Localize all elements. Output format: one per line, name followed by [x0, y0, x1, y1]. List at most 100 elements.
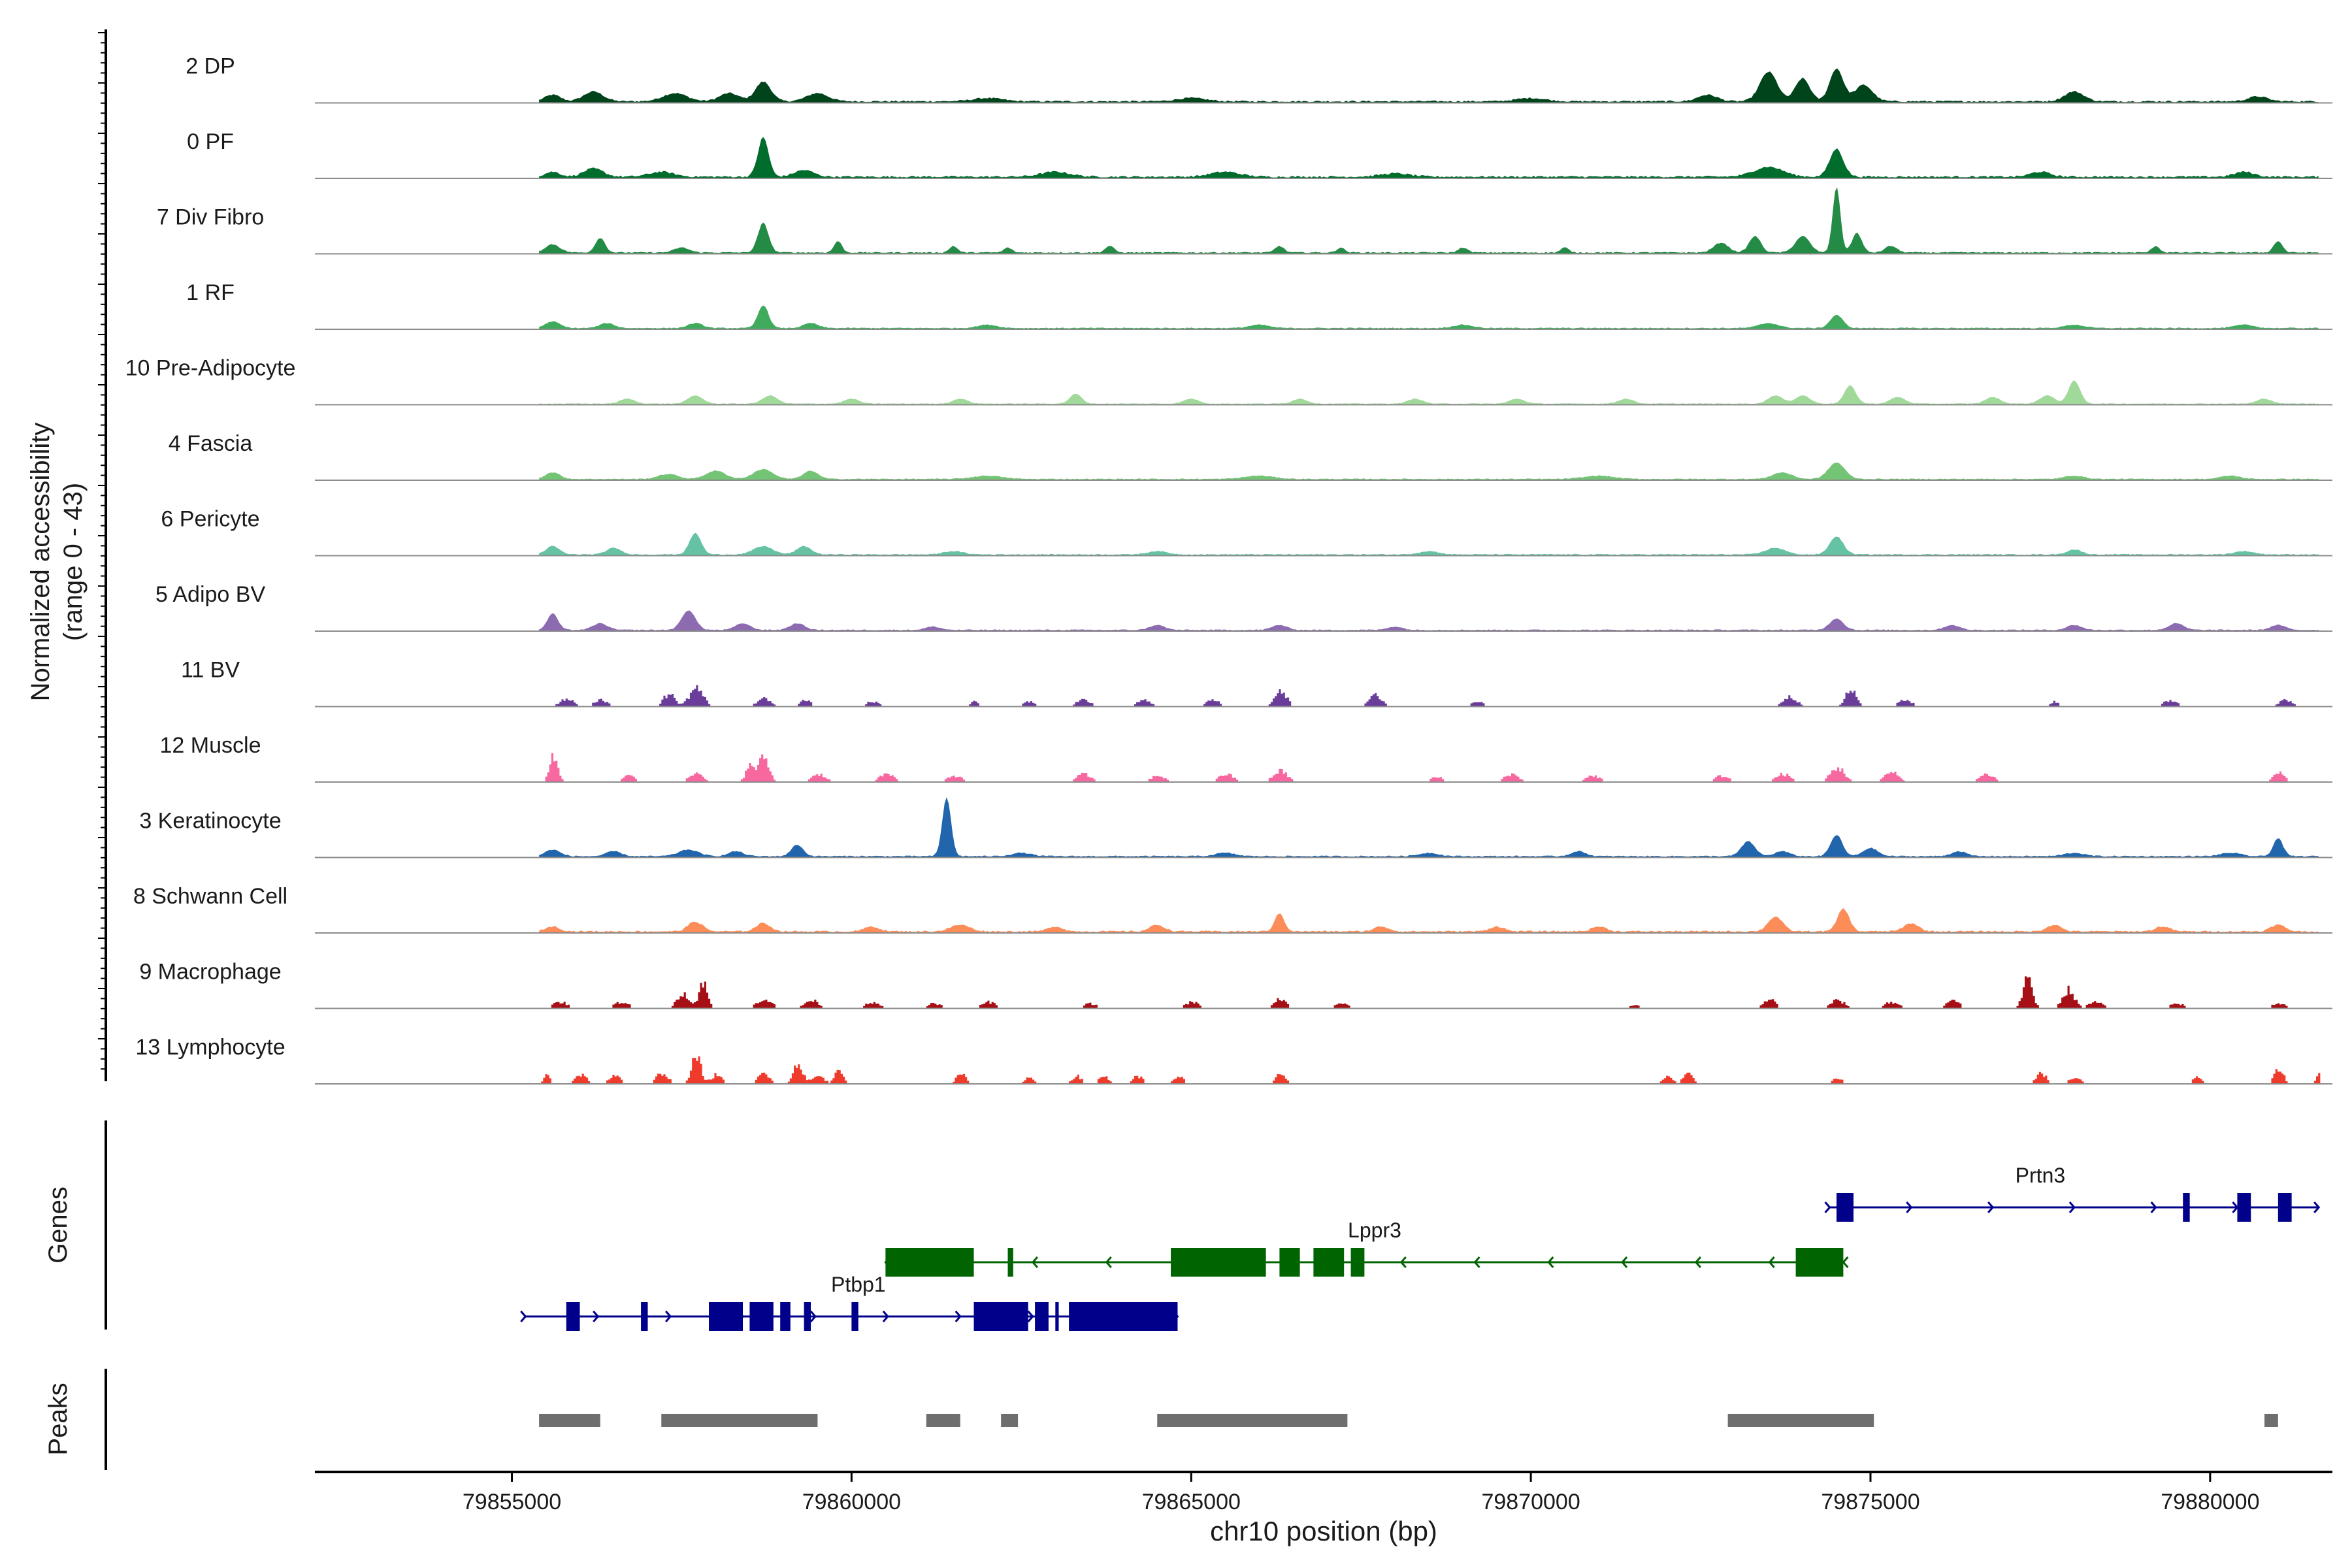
track-10-pre-adipocyte: 10 Pre-Adipocyte: [125, 356, 2332, 406]
gene-exon: [1836, 1193, 1854, 1222]
gene-exon: [1007, 1248, 1013, 1277]
strand-arrow: [1906, 1201, 1913, 1213]
peak-region: [1157, 1414, 1348, 1427]
gene-label: Prtn3: [2016, 1164, 2065, 1187]
strand-arrow: [520, 1311, 527, 1322]
track-label: 4 Fascia: [169, 431, 253, 456]
track-label: 3 Keratinocyte: [139, 809, 281, 834]
y-axis-title: Normalized accessibility (range 0 - 43): [26, 423, 88, 702]
gene-exon: [851, 1302, 858, 1331]
peak-region: [539, 1414, 600, 1427]
strand-arrow: [1473, 1256, 1480, 1268]
strand-arrow: [882, 1311, 889, 1322]
coverage-area: [539, 753, 2321, 782]
track-5-adipo-bv: 5 Adipo BV: [155, 582, 2332, 632]
track-label: 2 DP: [186, 54, 235, 79]
gene-exon: [1279, 1248, 1300, 1277]
coverage-area: [539, 610, 2319, 631]
gene-exon: [1171, 1248, 1266, 1277]
track-label: 10 Pre-Adipocyte: [125, 356, 296, 381]
track-13-lymphocyte: 13 Lymphocyte: [135, 1035, 2332, 1085]
strand-arrow: [2150, 1201, 2157, 1213]
track-label: 7 Div Fibro: [157, 205, 264, 230]
track-label: 11 BV: [181, 658, 240, 683]
strand-arrow: [809, 1311, 817, 1322]
gene-label: Ptbp1: [831, 1273, 886, 1296]
x-axis-ticks: 79855000 79860000 79865000 79870000 79875000…: [463, 1472, 2259, 1514]
peaks-panel-label: Peaks: [44, 1382, 73, 1455]
gene-exon: [885, 1248, 974, 1277]
x-axis-title: chr10 position (bp): [1210, 1516, 1437, 1546]
coverage-area: [539, 463, 2319, 480]
gene-exon: [1313, 1248, 1345, 1277]
gene-exon: [1350, 1248, 1365, 1277]
coverage-area: [539, 380, 2319, 405]
x-tick-label: 79880000: [2161, 1490, 2259, 1514]
track-label: 8 Schwann Cell: [133, 884, 287, 909]
gene-exon: [804, 1302, 811, 1331]
gene-exon: [2183, 1193, 2190, 1222]
y-axis-range-label: (range 0 - 43): [59, 483, 88, 641]
coverage-area: [539, 907, 2319, 933]
strand-arrow: [955, 1311, 962, 1322]
gene-exon: [1035, 1302, 1049, 1331]
strand-arrow: [1768, 1256, 1775, 1268]
x-tick-label: 79870000: [1481, 1490, 1580, 1514]
track-3-keratinocyte: 3 Keratinocyte: [139, 797, 2332, 858]
gene-exon: [566, 1302, 580, 1331]
track-11-bv: 11 BV: [181, 658, 2332, 708]
track-9-macrophage: 9 Macrophage: [139, 960, 2332, 1009]
track-2-dp: 2 DP: [186, 54, 2332, 104]
track-4-fascia: 4 Fascia: [169, 431, 2332, 481]
x-tick-label: 79875000: [1821, 1490, 1919, 1514]
peak-region: [2264, 1414, 2278, 1427]
x-tick-label: 79865000: [1142, 1490, 1241, 1514]
gene-exon: [709, 1302, 743, 1331]
gene-exon: [973, 1302, 1028, 1331]
track-label: 5 Adipo BV: [155, 582, 266, 607]
gene-exon: [749, 1302, 774, 1331]
coverage-area: [539, 187, 2319, 254]
strand-arrow: [1694, 1256, 1701, 1268]
track-7-div-fibro: 7 Div Fibro: [157, 187, 2332, 255]
strand-arrow: [1105, 1256, 1112, 1268]
strand-arrow: [1547, 1256, 1554, 1268]
gene-ptbp1: Ptbp1: [520, 1273, 1179, 1331]
coverage-area: [539, 532, 2319, 556]
track-label: 1 RF: [186, 280, 235, 305]
strand-arrow: [1824, 1201, 1831, 1213]
genes-panel-label: Genes: [44, 1186, 73, 1264]
gene-exon: [641, 1302, 648, 1331]
strand-arrow: [1031, 1256, 1039, 1268]
track-label: 12 Muscle: [160, 733, 261, 758]
strand-arrow: [1399, 1256, 1407, 1268]
strand-arrow: [1842, 1256, 1849, 1268]
coverage-area: [539, 1056, 2321, 1084]
strand-arrow: [1987, 1201, 1995, 1213]
accessibility-tracks: 2 DP 0 PF 7 Div Fibro 1 RF 10 Pre-Adipocyte 4…: [125, 54, 2332, 1085]
gene-exon: [1795, 1248, 1844, 1277]
coverage-area: [539, 137, 2319, 178]
strand-arrow: [2068, 1201, 2076, 1213]
gene-exon: [2278, 1193, 2292, 1222]
peak-regions: [539, 1414, 2278, 1427]
coverage-area: [539, 976, 2321, 1009]
peak-region: [926, 1414, 960, 1427]
track-label: 9 Macrophage: [139, 960, 281, 985]
peak-region: [661, 1414, 818, 1427]
gene-label: Lppr3: [1348, 1218, 1401, 1242]
strand-arrow: [1027, 1311, 1034, 1322]
peak-region: [1001, 1414, 1019, 1427]
coverage-y-ticks: [98, 32, 106, 1070]
strand-arrow: [665, 1311, 672, 1322]
coverage-area: [539, 797, 2319, 858]
gene-exon: [1069, 1302, 1178, 1331]
strand-arrow: [1621, 1256, 1628, 1268]
gene-lppr3: Lppr3: [884, 1218, 1849, 1277]
coverage-area: [539, 305, 2319, 329]
track-label: 13 Lymphocyte: [135, 1035, 285, 1060]
track-0-pf: 0 PF: [187, 129, 2332, 179]
x-tick-label: 79860000: [802, 1490, 901, 1514]
strand-arrow: [2313, 1201, 2321, 1213]
